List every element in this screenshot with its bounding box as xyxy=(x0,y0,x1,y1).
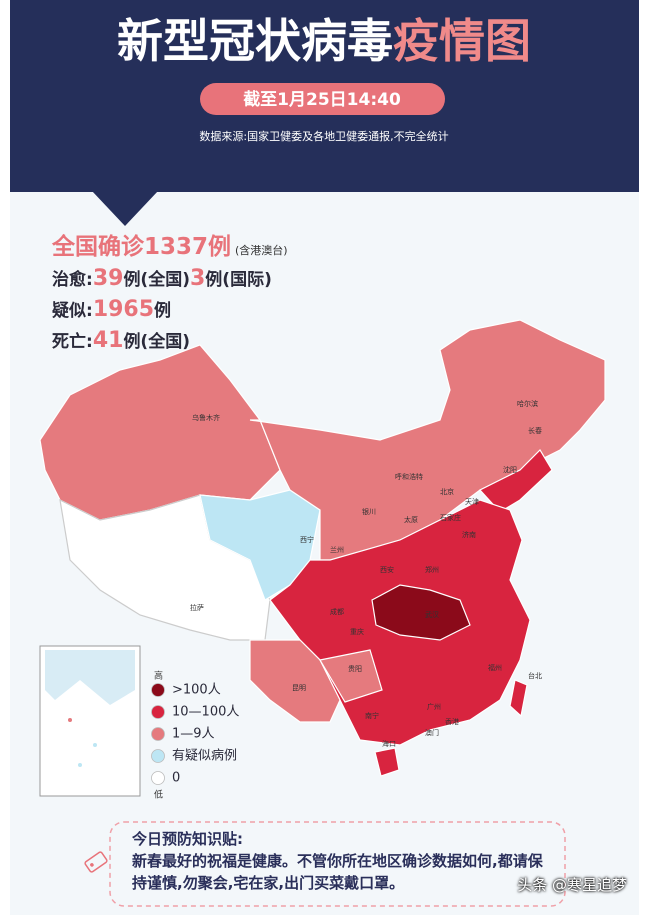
legend-label: 10—100人 xyxy=(172,705,239,720)
legend-high: 高 xyxy=(154,670,163,682)
label: 死亡: xyxy=(52,332,93,352)
suspected-line: 疑似:1965例 xyxy=(52,294,288,325)
city: 石家庄 xyxy=(440,513,461,522)
city: 福州 xyxy=(488,663,502,672)
city: 呼和浩特 xyxy=(395,472,423,481)
city: 乌鲁木齐 xyxy=(192,413,220,422)
region-guizhou xyxy=(319,649,383,703)
tip-icon xyxy=(84,851,108,873)
label: 治愈: xyxy=(52,270,93,290)
cured-line: 治愈:39例(全国)3例(国际) xyxy=(52,263,288,294)
watermark: 头条 @寒星追梦 xyxy=(517,876,627,894)
legend-swatch xyxy=(151,771,165,785)
city: 重庆 xyxy=(350,627,364,636)
city: 昆明 xyxy=(292,684,306,692)
legend-label: 有疑似病例 xyxy=(172,748,237,764)
city: 武汉 xyxy=(425,610,439,619)
city: 北京 xyxy=(440,487,454,496)
city: 长春 xyxy=(528,426,542,435)
legend-label: 1—9人 xyxy=(172,727,215,742)
inset-island xyxy=(93,743,97,747)
inset-coast xyxy=(45,650,135,705)
unit: 例 xyxy=(208,234,232,260)
unit: 例(国际) xyxy=(205,270,272,290)
city: 太原 xyxy=(404,515,418,524)
city: 台北 xyxy=(528,671,542,680)
city-labels: 乌鲁木齐 拉萨 西宁 兰州 银川 呼和浩特 北京 天津 石家庄 太原 哈尔滨 长… xyxy=(190,399,542,748)
header-pointer xyxy=(92,191,158,226)
legend-swatch xyxy=(151,749,165,763)
region-hubei xyxy=(371,584,471,641)
city: 澳门 xyxy=(425,728,439,737)
title-main: 新型冠状病毒 xyxy=(117,14,393,68)
city: 西宁 xyxy=(300,535,314,544)
value: 3 xyxy=(189,266,206,291)
city: 银川 xyxy=(362,507,376,516)
inset-island xyxy=(68,718,72,722)
confirmed-line: 全国确诊1337例 (含港澳台) xyxy=(52,232,288,263)
value: 1337 xyxy=(144,234,209,260)
tip-text: 新春最好的祝福是健康。不管你所在地区确诊数据如何,都请保持谨慎,勿聚会,宅在家,… xyxy=(132,852,543,892)
tip-frame xyxy=(109,821,566,907)
tip: 今日预防知识贴: 新春最好的祝福是健康。不管你所在地区确诊数据如何,都请保持谨慎… xyxy=(132,828,552,894)
source: 数据来源:国家卫健委及各地卫健委通报,不完全统计 xyxy=(199,129,448,143)
city: 广州 xyxy=(427,702,441,711)
stats: 全国确诊1337例 (含港澳台) 治愈:39例(全国)3例(国际) 疑似:1965… xyxy=(52,232,288,356)
deaths-line: 死亡:41例(全国) xyxy=(52,325,288,356)
city: 西安 xyxy=(380,565,394,574)
unit: 例(全国) xyxy=(123,270,190,290)
legend-low: 低 xyxy=(154,789,163,801)
city: 南宁 xyxy=(365,711,379,720)
city: 香港 xyxy=(445,717,459,726)
unit: 例 xyxy=(154,301,172,321)
region-north xyxy=(249,319,606,561)
tip-title: 今日预防知识贴: xyxy=(132,830,243,848)
value: 41 xyxy=(92,328,124,353)
note: (含港澳台) xyxy=(235,244,288,257)
city: 海口 xyxy=(382,739,396,748)
region-taiwan xyxy=(509,679,528,718)
region-yunnan xyxy=(249,639,341,723)
city: 哈尔滨 xyxy=(517,399,538,408)
city: 贵阳 xyxy=(348,664,362,673)
legend-swatch xyxy=(151,727,165,741)
city: 郑州 xyxy=(425,566,439,574)
city: 拉萨 xyxy=(190,603,204,612)
city: 天津 xyxy=(465,498,479,506)
inset-map xyxy=(39,645,141,797)
value: 39 xyxy=(92,266,124,291)
legend-swatch xyxy=(151,683,165,697)
tag-hole xyxy=(90,863,94,867)
tag-shape xyxy=(84,851,108,873)
legend-label: 0 xyxy=(172,771,180,786)
map xyxy=(39,319,606,777)
legend-label: >100人 xyxy=(172,683,221,698)
title-highlight: 疫情图 xyxy=(393,14,531,68)
title: 新型冠状病毒疫情图 xyxy=(117,14,531,68)
date: 截至1月25日14:40 xyxy=(243,89,401,110)
city: 兰州 xyxy=(330,545,344,554)
city: 济南 xyxy=(462,530,476,539)
unit: 例(全国) xyxy=(123,332,190,352)
label: 全国确诊 xyxy=(52,234,144,260)
date-pill xyxy=(200,83,445,115)
inset-island xyxy=(78,763,82,767)
city: 沈阳 xyxy=(503,465,517,474)
region-hainan xyxy=(374,747,400,777)
city: 成都 xyxy=(330,607,344,616)
region-tibet xyxy=(59,494,271,641)
legend-swatch xyxy=(151,705,165,719)
value: 1965 xyxy=(92,297,155,322)
label: 疑似: xyxy=(52,301,93,321)
